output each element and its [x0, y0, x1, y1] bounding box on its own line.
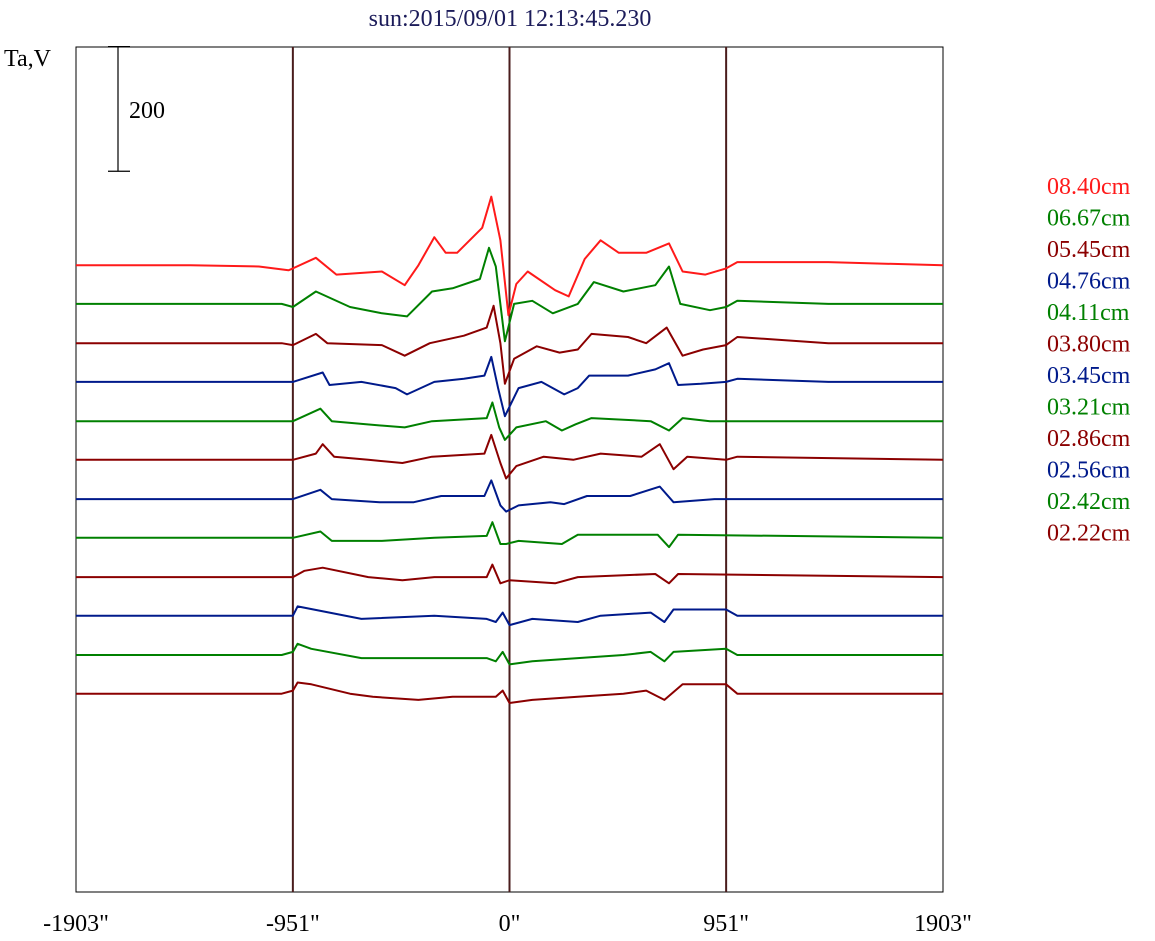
x-tick-label-3: 951" — [703, 911, 749, 937]
series-line-02.42cm — [76, 642, 943, 666]
series-line-05.45cm — [76, 304, 943, 385]
legend-entry-02.86cm: 02.86cm — [1047, 426, 1131, 452]
legend: 08.40cm 06.67cm 05.45cm 04.76cm 04.11cm 03.80… — [1047, 174, 1131, 547]
series-line-03.80cm — [76, 433, 944, 480]
x-tick-label-1: -951" — [266, 911, 320, 937]
x-tick-label-0: -1903" — [43, 911, 109, 937]
series-line-08.40cm — [76, 195, 944, 317]
series-group — [76, 195, 944, 704]
legend-entry-03.21cm: 03.21cm — [1047, 395, 1131, 421]
scale-bar-label: 200 — [129, 98, 165, 124]
legend-entry-08.40cm: 08.40cm — [1047, 174, 1131, 200]
marker-lines — [291, 47, 728, 892]
series-line-02.86cm — [76, 563, 944, 585]
legend-entry-05.45cm: 05.45cm — [1047, 237, 1131, 263]
legend-entry-04.76cm: 04.76cm — [1047, 269, 1131, 295]
legend-entry-04.11cm: 04.11cm — [1047, 300, 1130, 326]
y-axis-label: Ta,V — [4, 46, 52, 72]
scale-bar: 200 — [108, 45, 165, 172]
series-line-04.76cm — [76, 355, 943, 418]
series-line-02.56cm — [76, 605, 943, 627]
x-axis-tick-labels: -1903" -951" 0" 951" 1903" — [43, 911, 972, 937]
series-line-03.45cm — [76, 479, 943, 513]
chart-title: sun:2015/09/01 12:13:45.230 — [369, 6, 652, 32]
x-tick-label-2: 0" — [499, 911, 521, 937]
series-line-03.21cm — [76, 521, 944, 549]
legend-entry-03.45cm: 03.45cm — [1047, 363, 1131, 389]
legend-entry-06.67cm: 06.67cm — [1047, 206, 1131, 232]
series-line-06.67cm — [76, 246, 943, 343]
series-line-02.22cm — [76, 681, 943, 704]
legend-entry-03.80cm: 03.80cm — [1047, 332, 1131, 358]
legend-entry-02.22cm: 02.22cm — [1047, 521, 1131, 547]
legend-entry-02.56cm: 02.56cm — [1047, 458, 1131, 484]
series-line-04.11cm — [76, 401, 943, 441]
legend-entry-02.42cm: 02.42cm — [1047, 489, 1131, 515]
x-tick-label-4: 1903" — [914, 911, 972, 937]
